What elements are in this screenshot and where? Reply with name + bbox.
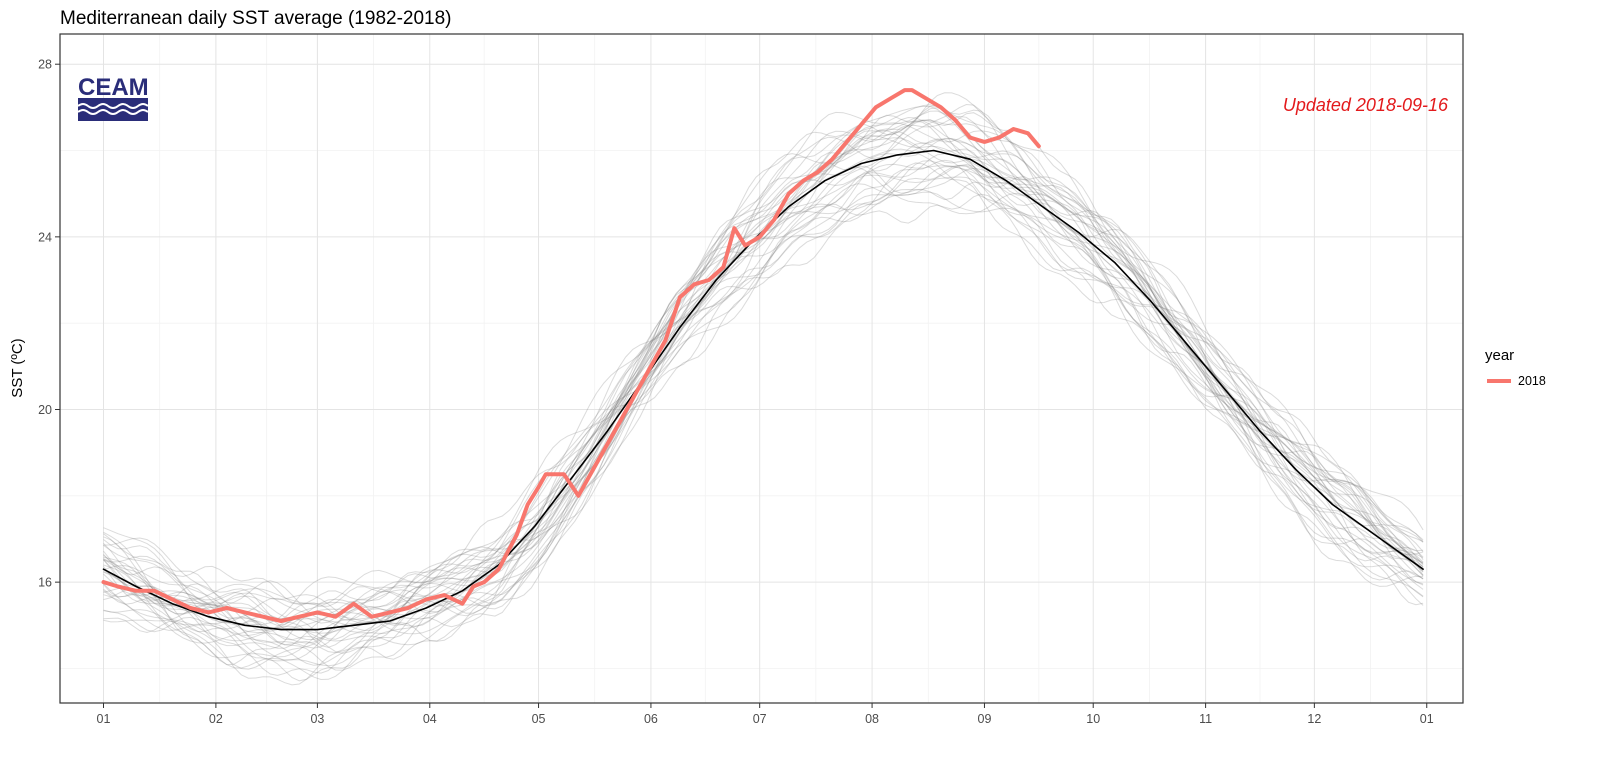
x-tick-label: 04 — [423, 712, 437, 726]
historical-year-line — [103, 112, 1424, 621]
x-tick-label: 01 — [1420, 712, 1434, 726]
historical-year-line — [103, 111, 1424, 632]
x-tick-label: 12 — [1307, 712, 1321, 726]
legend: year 2018 — [1485, 347, 1546, 388]
historical-year-line — [103, 183, 1424, 667]
historical-year-line — [103, 174, 1424, 642]
historical-year-line — [103, 193, 1424, 682]
y-tick-label: 20 — [38, 403, 52, 417]
historical-year-line — [103, 105, 1424, 627]
y-tick-label: 16 — [38, 576, 52, 590]
chart-title: Mediterranean daily SST average (1982-20… — [60, 8, 452, 29]
historical-year-line — [103, 165, 1424, 660]
historical-year-line — [103, 138, 1424, 670]
historical-year-line — [103, 103, 1424, 632]
x-tick-label: 07 — [753, 712, 767, 726]
grid-lines — [60, 34, 1463, 703]
historical-year-line — [103, 110, 1424, 630]
y-axis-title: SST (ºC) — [9, 338, 26, 397]
legend-title: year — [1485, 347, 1514, 364]
historical-years-lines — [103, 92, 1424, 686]
historical-year-line — [103, 131, 1424, 624]
logo-wave-1 — [77, 103, 149, 109]
historical-year-line — [103, 138, 1424, 630]
historical-year-line — [103, 120, 1424, 640]
x-tick-label: 09 — [978, 712, 992, 726]
x-tick-label: 11 — [1199, 712, 1212, 726]
logo-text: CEAM — [78, 74, 149, 101]
series-lines — [101, 88, 1424, 631]
updated-annotation: Updated 2018-09-16 — [1283, 95, 1449, 115]
historical-year-line — [103, 130, 1424, 627]
logo-wave-block — [78, 98, 148, 121]
logo-wave-2 — [77, 109, 149, 115]
historical-year-line — [103, 142, 1424, 654]
y-tick-label: 24 — [38, 230, 52, 244]
historical-year-line — [103, 92, 1424, 626]
x-tick-label: 03 — [310, 712, 324, 726]
historical-year-line — [103, 162, 1424, 676]
historical-year-line — [103, 150, 1424, 649]
x-tick-label: 01 — [97, 712, 111, 726]
historical-year-line — [103, 164, 1424, 669]
x-tick-label: 08 — [865, 712, 879, 726]
historical-year-line — [103, 129, 1424, 644]
x-tick-label: 05 — [532, 712, 546, 726]
historical-year-line — [103, 119, 1424, 649]
historical-year-line — [103, 115, 1424, 613]
historical-year-line — [103, 166, 1424, 681]
plot-panel — [60, 34, 1463, 703]
historical-year-line — [103, 148, 1424, 644]
x-tick-label: 02 — [209, 712, 223, 726]
legend-label-2018: 2018 — [1518, 374, 1546, 388]
y-tick-label: 28 — [38, 58, 52, 72]
x-tick-label: 06 — [644, 712, 658, 726]
x-tick-label: 10 — [1086, 712, 1100, 726]
historical-year-line — [103, 114, 1424, 648]
axis-ticks: 01 02 03 04 05 06 07 08 09 10 11 12 01 16 20 24 28 — [38, 58, 1434, 726]
series-2018-line — [101, 88, 1041, 623]
ceam-logo: CEAM — [77, 74, 149, 121]
plot-border — [59, 33, 1464, 704]
historical-year-line — [103, 116, 1424, 633]
historical-year-line — [103, 166, 1424, 666]
